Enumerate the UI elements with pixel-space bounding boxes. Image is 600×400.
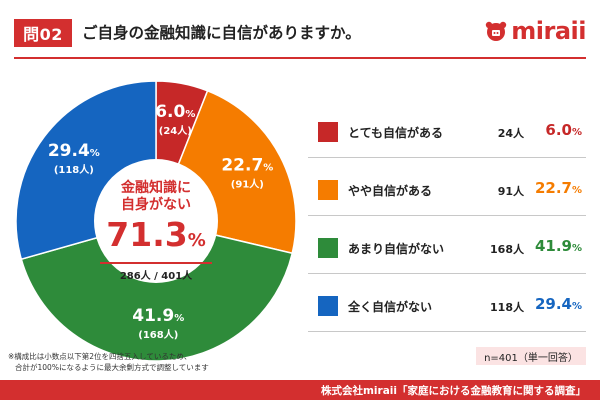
logo: miraii	[484, 16, 586, 46]
question-badge: 問02	[14, 19, 72, 47]
legend-percentage: 29.4%	[534, 295, 582, 313]
center-percentage: 71.3%	[94, 216, 218, 260]
logo-mark-icon	[486, 21, 507, 41]
slice-value-label: 41.9%	[132, 306, 184, 326]
footer-bar: 株式会社miraii「家庭における金融教育に関する調査」	[0, 380, 600, 400]
donut-hole	[94, 159, 218, 283]
question-title: ご自身の金融知識に自信がありますか。	[82, 24, 361, 42]
slice-count-label: (91人)	[231, 177, 264, 190]
center-summary: 金融知識に 自身がない 71.3% 286人 / 401人	[94, 180, 218, 282]
center-rule	[100, 262, 212, 264]
legend-swatch	[318, 122, 338, 142]
legend-count: 168人	[490, 243, 524, 256]
footnote-line2: 合計が100%になるように最大余剰方式で調整しています	[15, 363, 209, 372]
pie-slice	[20, 220, 294, 362]
legend-percentage: 6.0%	[545, 121, 582, 139]
legend-row: とても自信がある 24人 6.0%	[308, 108, 586, 158]
source-credit: 株式会社miraii「家庭における金融教育に関する調査」	[320, 385, 586, 397]
legend-label: あまり自信がない	[348, 242, 445, 256]
legend-percentage: 41.9%	[534, 237, 582, 255]
legend-count: 24人	[497, 127, 524, 140]
legend-swatch	[318, 238, 338, 258]
logo-text: miraii	[511, 17, 586, 45]
legend-label: やや自信がある	[348, 184, 433, 198]
slice-value-label: 6.0%	[155, 102, 195, 122]
slice-count-label: (24人)	[159, 124, 192, 137]
sample-size-badge: n=401（単一回答）	[476, 347, 586, 365]
center-percentage-value: 71.3	[106, 215, 188, 254]
slice-count-label: (118人)	[54, 163, 94, 176]
legend-label: 全く自信がない	[348, 300, 433, 314]
legend-count: 118人	[490, 301, 524, 314]
center-count: 286人 / 401人	[119, 271, 193, 282]
legend-row: 全く自信がない 118人 29.4%	[308, 282, 586, 332]
header: 問02 ご自身の金融知識に自信がありますか。 miraii	[0, 0, 600, 59]
legend-label: とても自信がある	[348, 126, 444, 140]
legend-swatch	[318, 296, 338, 316]
legend-row: やや自信がある 91人 22.7%	[308, 166, 586, 216]
legend-count: 91人	[497, 185, 524, 198]
legend-row: あまり自信がない 168人 41.9%	[308, 224, 586, 274]
center-percentage-unit: %	[187, 230, 206, 251]
legend-percentage: 22.7%	[534, 179, 582, 197]
footnote: ※構成比は小数点以下第2位を四捨五入しているため、 合計が100%になるように最…	[8, 351, 209, 373]
header-divider	[14, 57, 586, 59]
center-label-line1: 金融知識に	[121, 180, 191, 196]
center-label-line2: 自身がない	[121, 197, 191, 213]
footnote-line1: ※構成比は小数点以下第2位を四捨五入しているため、	[8, 352, 192, 361]
slice-value-label: 22.7%	[221, 155, 273, 175]
slice-count-label: (168人)	[138, 328, 178, 341]
legend-swatch	[318, 180, 338, 200]
slice-value-label: 29.4%	[48, 141, 100, 161]
